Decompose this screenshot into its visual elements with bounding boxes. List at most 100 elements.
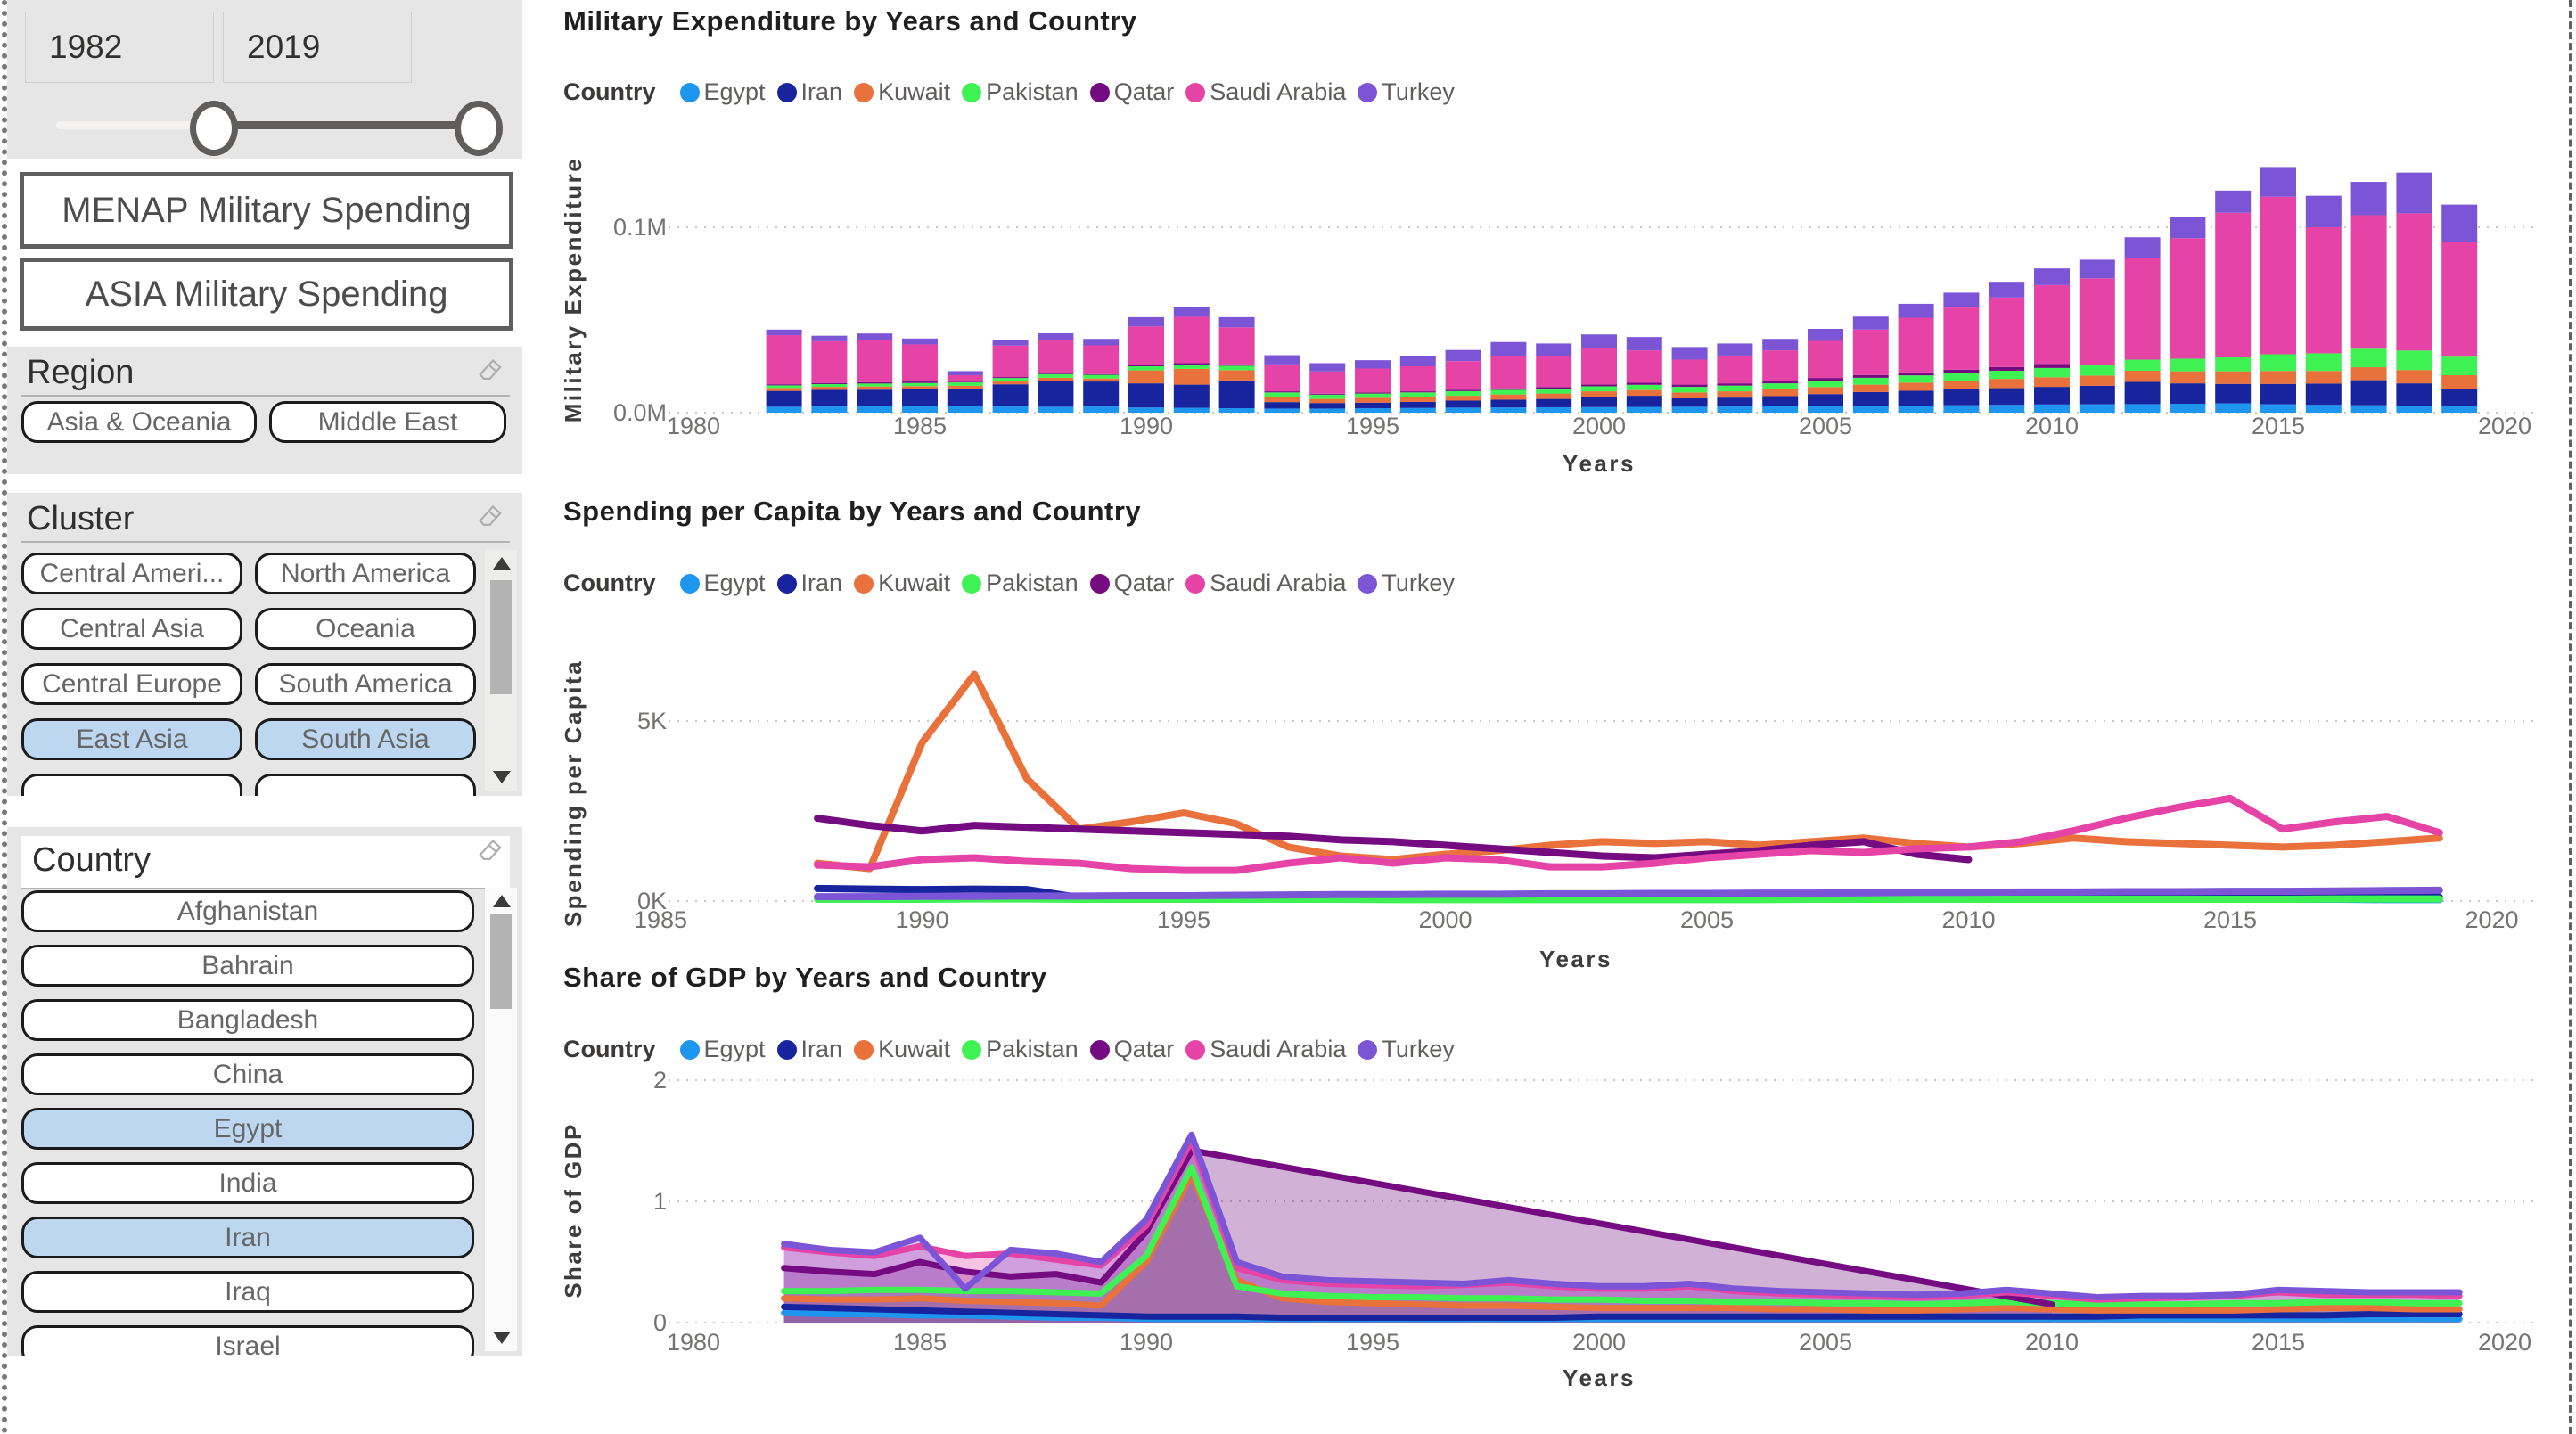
bar-segment-qatar-2007[interactable] (1898, 372, 1934, 376)
slider-handle-left[interactable] (190, 101, 238, 156)
bar-segment-qatar-2004[interactable] (1762, 381, 1799, 384)
country-chip-afghanistan[interactable]: Afghanistan (21, 890, 474, 932)
bar-segment-kuwait-1993[interactable] (1264, 397, 1300, 403)
eraser-icon[interactable] (476, 357, 506, 384)
bar-segment-saudi-arabia-2001[interactable] (1626, 350, 1662, 383)
bar-segment-saudi-arabia-1988[interactable] (1038, 340, 1074, 373)
bar-segment-qatar-1982[interactable] (766, 384, 802, 386)
bar-segment-iran-2015[interactable] (2260, 383, 2296, 405)
bar-segment-saudi-arabia-1984[interactable] (857, 340, 893, 382)
menap-military-spending-button[interactable]: MENAP Military Spending (20, 172, 513, 249)
country-chip-india[interactable]: India (21, 1162, 474, 1204)
cluster-chip-oceania[interactable]: Oceania (255, 608, 476, 650)
bar-segment-pakistan-1986[interactable] (947, 382, 983, 386)
bar-segment-pakistan-2016[interactable] (2305, 353, 2342, 372)
bar-segment-pakistan-1991[interactable] (1173, 365, 1210, 369)
bar-segment-egypt-2005[interactable] (1808, 406, 1843, 413)
bar-segment-egypt-1989[interactable] (1083, 406, 1120, 413)
bar-segment-egypt-1985[interactable] (902, 406, 938, 413)
bar-segment-pakistan-1999[interactable] (1536, 389, 1572, 394)
bar-segment-qatar-2003[interactable] (1717, 383, 1753, 386)
year-start-input[interactable]: 1982 (25, 12, 214, 83)
cluster-chip-south-asia[interactable]: South Asia (255, 718, 476, 760)
bar-segment-pakistan-2006[interactable] (1852, 377, 1889, 385)
cluster-chip-east-asia[interactable]: East Asia (21, 718, 242, 760)
slider-handle-right[interactable] (455, 101, 503, 156)
bar-segment-turkey-2018[interactable] (2396, 172, 2432, 214)
bar-segment-iran-2009[interactable] (1989, 388, 2025, 406)
bar-segment-turkey-1982[interactable] (766, 329, 802, 336)
bar-segment-saudi-arabia-1996[interactable] (1399, 366, 1436, 392)
cluster-chip-central-europe[interactable]: Central Europe (21, 663, 242, 705)
bar-segment-pakistan-2019[interactable] (2441, 356, 2478, 375)
bar-segment-qatar-1995[interactable] (1355, 392, 1391, 394)
bar-segment-saudi-arabia-2012[interactable] (2124, 258, 2161, 360)
bar-segment-turkey-1985[interactable] (902, 338, 938, 345)
bar-segment-saudi-arabia-1989[interactable] (1083, 345, 1120, 374)
bar-segment-qatar-1986[interactable] (947, 381, 983, 383)
country-chip-iraq[interactable]: Iraq (21, 1271, 474, 1313)
bar-segment-pakistan-2007[interactable] (1898, 375, 1934, 383)
bar-segment-qatar-2008[interactable] (1943, 369, 1980, 373)
bar-segment-saudi-arabia-2000[interactable] (1581, 348, 1617, 385)
bar-segment-turkey-2008[interactable] (1943, 292, 1980, 308)
bar-segment-turkey-2003[interactable] (1717, 343, 1753, 356)
bar-segment-saudi-arabia-2008[interactable] (1943, 307, 1980, 370)
legend-item-turkey[interactable]: Turkey (1358, 1036, 1455, 1063)
bar-segment-kuwait-1994[interactable] (1309, 398, 1346, 404)
bar-segment-iran-2017[interactable] (2350, 380, 2387, 406)
cluster-chip-south-america[interactable]: South America (255, 663, 476, 705)
bar-segment-egypt-2019[interactable] (2441, 406, 2478, 413)
bar-segment-pakistan-2013[interactable] (2170, 358, 2206, 372)
country-chip-bangladesh[interactable]: Bangladesh (21, 999, 474, 1041)
bar-segment-qatar-2006[interactable] (1852, 374, 1889, 378)
bar-segment-egypt-2013[interactable] (2170, 404, 2206, 413)
region-chip-middle-east[interactable]: Middle East (269, 401, 506, 443)
line-series-kuwait[interactable] (814, 670, 2443, 873)
bar-segment-egypt-2001[interactable] (1626, 406, 1662, 413)
line-series-qatar[interactable] (781, 1147, 2055, 1308)
bar-segment-iran-2006[interactable] (1852, 391, 1889, 406)
bar-segment-saudi-arabia-2011[interactable] (2079, 278, 2115, 365)
bar-segment-turkey-1996[interactable] (1399, 356, 1436, 366)
bar-segment-kuwait-2019[interactable] (2441, 374, 2478, 389)
bar-segment-pakistan-1996[interactable] (1399, 392, 1436, 397)
bar-segment-saudi-arabia-1993[interactable] (1264, 364, 1300, 392)
legend-item-saudi-arabia[interactable]: Saudi Arabia (1185, 570, 1346, 597)
bar-segment-iran-1982[interactable] (766, 390, 802, 407)
bar-segment-egypt-1992[interactable] (1218, 408, 1255, 413)
bar-segment-egypt-1999[interactable] (1536, 406, 1572, 413)
bar-segment-kuwait-1995[interactable] (1355, 397, 1391, 403)
bar-segment-qatar-1985[interactable] (902, 381, 938, 383)
bar-segment-pakistan-2010[interactable] (2034, 367, 2070, 378)
bar-segment-pakistan-1994[interactable] (1309, 394, 1346, 399)
bar-segment-iran-2007[interactable] (1898, 390, 1934, 406)
bar-segment-saudi-arabia-2014[interactable] (2215, 212, 2252, 358)
bar-segment-qatar-1988[interactable] (1038, 373, 1074, 374)
bar-segment-iran-1985[interactable] (902, 389, 938, 406)
bar-segment-turkey-2002[interactable] (1671, 347, 1708, 360)
bar-segment-pakistan-1984[interactable] (857, 383, 893, 387)
bar-segment-kuwait-1986[interactable] (947, 385, 983, 389)
eraser-icon[interactable] (476, 838, 506, 864)
bar-segment-turkey-2010[interactable] (2034, 268, 2070, 285)
bar-segment-iran-1997[interactable] (1445, 400, 1481, 408)
bar-segment-kuwait-1988[interactable] (1038, 377, 1074, 381)
bar-segment-egypt-2015[interactable] (2260, 404, 2296, 413)
bar-segment-kuwait-1999[interactable] (1536, 393, 1572, 399)
bar-segment-turkey-2004[interactable] (1762, 339, 1799, 351)
bar-segment-saudi-arabia-2006[interactable] (1852, 329, 1889, 375)
asia-military-spending-button[interactable]: ASIA Military Spending (20, 258, 513, 331)
bar-segment-egypt-1995[interactable] (1355, 408, 1391, 413)
bar-segment-saudi-arabia-2015[interactable] (2260, 196, 2296, 355)
bar-segment-iran-1992[interactable] (1218, 380, 1255, 409)
bar-segment-egypt-2017[interactable] (2350, 405, 2387, 413)
bar-segment-kuwait-2007[interactable] (1898, 382, 1934, 391)
legend-item-pakistan[interactable]: Pakistan (962, 78, 1079, 106)
bar-segment-kuwait-2008[interactable] (1943, 381, 1980, 389)
bar-segment-turkey-2007[interactable] (1898, 303, 1934, 318)
legend-item-kuwait[interactable]: Kuwait (854, 570, 950, 597)
bar-segment-kuwait-2001[interactable] (1626, 389, 1662, 397)
country-chip-bahrain[interactable]: Bahrain (21, 945, 474, 987)
bar-segment-egypt-2012[interactable] (2124, 404, 2161, 413)
